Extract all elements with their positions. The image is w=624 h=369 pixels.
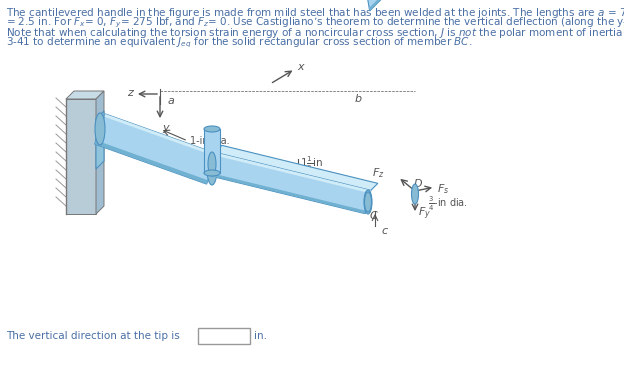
Ellipse shape — [411, 184, 419, 204]
Polygon shape — [96, 111, 104, 169]
Ellipse shape — [364, 192, 371, 212]
Polygon shape — [369, 0, 417, 11]
Text: = 2.5 in. For $F_x$= 0, $F_y$= 275 lbf, and $F_z$= 0. Use Castigliano’s theorem : = 2.5 in. For $F_x$= 0, $F_y$= 275 lbf, … — [6, 16, 624, 30]
Ellipse shape — [207, 153, 217, 185]
Text: B: B — [196, 149, 204, 159]
Text: C: C — [369, 211, 377, 221]
Text: Note that when calculating the torsion strain energy of a noncircular cross sect: Note that when calculating the torsion s… — [6, 26, 624, 40]
Ellipse shape — [204, 170, 220, 176]
Text: z: z — [127, 88, 133, 98]
Text: The cantilevered handle in the figure is made from mild steel that has been weld: The cantilevered handle in the figure is… — [6, 6, 624, 20]
Polygon shape — [204, 129, 220, 173]
Ellipse shape — [204, 126, 220, 132]
Polygon shape — [66, 91, 104, 99]
Text: $F_s$: $F_s$ — [437, 182, 449, 196]
Text: c: c — [382, 226, 388, 236]
Ellipse shape — [364, 190, 372, 214]
Ellipse shape — [95, 113, 105, 145]
Polygon shape — [104, 114, 217, 157]
Polygon shape — [209, 173, 366, 214]
Text: $1\frac{1}{2}$in: $1\frac{1}{2}$in — [300, 155, 323, 173]
Text: in.: in. — [254, 331, 267, 341]
Text: 1-in dia.: 1-in dia. — [190, 136, 230, 146]
Text: $F_z$: $F_z$ — [373, 166, 385, 180]
Text: a: a — [168, 96, 175, 106]
Polygon shape — [209, 152, 371, 214]
Text: A: A — [96, 116, 104, 126]
Text: $F_y$: $F_y$ — [418, 206, 431, 222]
Polygon shape — [366, 0, 417, 11]
Text: x: x — [297, 62, 304, 72]
Polygon shape — [215, 145, 378, 190]
Polygon shape — [214, 152, 371, 193]
Polygon shape — [95, 114, 217, 184]
Polygon shape — [96, 91, 104, 214]
FancyBboxPatch shape — [198, 328, 250, 344]
Text: b: b — [355, 94, 362, 104]
Text: The vertical direction at the tip is: The vertical direction at the tip is — [6, 331, 180, 341]
Text: y: y — [162, 123, 168, 133]
Polygon shape — [95, 140, 208, 184]
Text: 3-41 to determine an equivalent $J_{eq}$ for the solid rectangular cross section: 3-41 to determine an equivalent $J_{eq}$… — [6, 36, 472, 51]
Ellipse shape — [208, 152, 216, 176]
Polygon shape — [66, 99, 96, 214]
Text: D: D — [414, 179, 422, 189]
Text: $\frac{1}{4}$in: $\frac{1}{4}$in — [228, 148, 245, 166]
Text: $\frac{3}{4}$-in dia.: $\frac{3}{4}$-in dia. — [428, 195, 468, 213]
